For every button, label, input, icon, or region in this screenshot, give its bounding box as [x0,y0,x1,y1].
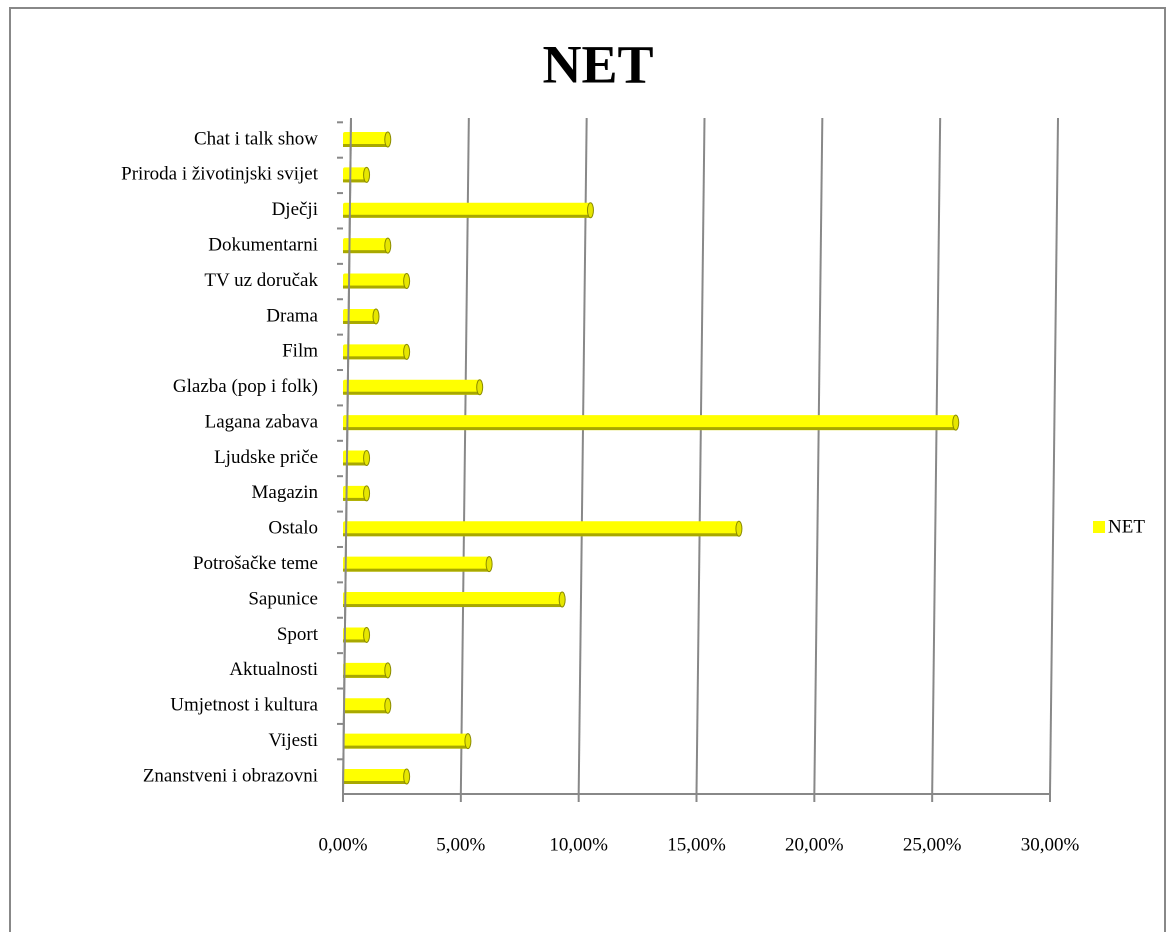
bar [343,768,411,785]
bar [343,556,493,573]
chart-border [9,7,1166,932]
grid-line [813,117,824,795]
y-tick-label: Priroda i životinjski svijet [121,164,319,185]
grid-line [1049,117,1059,795]
y-tick-label: Umjetnost i kultura [170,695,318,716]
y-tick-label: Lagana zabava [205,411,319,432]
x-tick-label: 20,00% [785,834,844,855]
x-tick-label: 25,00% [903,834,962,855]
bar [343,414,960,431]
y-tick-label: Dokumentarni [208,235,318,256]
y-tick-label: TV uz doručak [204,270,318,291]
legend-swatch [1093,521,1105,533]
x-tick-label: 0,00% [318,834,367,855]
bar [343,379,484,396]
y-tick-label: Potrošačke teme [193,553,318,574]
bar [343,733,472,750]
grid-line [577,117,588,795]
y-tick-label: Ljudske priče [214,447,318,468]
y-tick-label: Znanstveni i obrazovni [143,765,318,786]
y-tick-label: Drama [266,305,318,326]
bar [343,273,411,290]
bar [343,202,594,219]
x-tick-label: 30,00% [1021,834,1080,855]
bar [343,485,371,502]
x-tick-label: 10,00% [549,834,608,855]
y-tick-label: Film [282,341,318,362]
bar [343,626,371,643]
bar [343,343,411,360]
y-tick-label: Vijesti [268,730,318,751]
y-tick-label: Chat i talk show [194,128,318,149]
y-tick-label: Sapunice [248,588,318,609]
grid-line [695,117,706,795]
bar [343,697,392,714]
y-tick-label: Magazin [252,482,319,503]
y-tick-label: Dječji [272,199,318,220]
y-tick-label: Ostalo [268,518,318,539]
y-axis [342,117,352,795]
bar [343,308,380,325]
legend-label: NET [1108,516,1145,537]
bar [343,520,743,537]
bar [343,662,392,679]
bar [343,591,566,608]
bar [343,237,392,254]
y-tick-label: Sport [277,624,319,645]
y-tick-label: Aktualnosti [229,659,318,680]
grid-line [931,117,942,795]
bar [343,166,371,183]
x-tick-label: 5,00% [436,834,485,855]
x-tick-label: 15,00% [667,834,726,855]
bar [343,450,371,466]
y-tick-label: Glazba (pop i folk) [173,376,318,397]
grid-line [459,117,470,795]
chart-title: NET [542,34,653,94]
bar [343,131,392,148]
